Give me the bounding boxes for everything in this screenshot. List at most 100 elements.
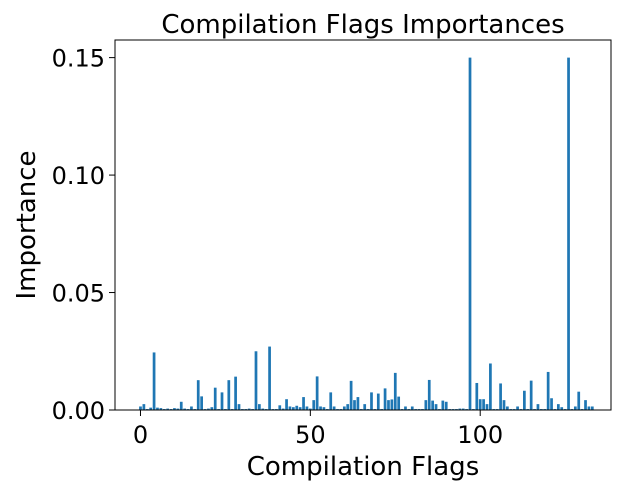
bar xyxy=(458,408,462,410)
bar xyxy=(149,407,153,410)
bar xyxy=(319,406,322,410)
bar xyxy=(577,391,581,410)
bar xyxy=(302,397,305,410)
bar xyxy=(234,376,237,410)
bar xyxy=(312,400,316,410)
bar xyxy=(292,407,295,410)
y-tick-label: 0.05 xyxy=(52,280,105,308)
bar xyxy=(349,380,353,410)
bar xyxy=(261,408,265,410)
bar xyxy=(332,406,336,410)
x-tick-label: 0 xyxy=(133,421,148,449)
bar xyxy=(444,401,448,410)
bar xyxy=(410,406,414,410)
bar xyxy=(346,404,350,410)
bar xyxy=(213,387,217,410)
bar xyxy=(573,406,577,410)
bar xyxy=(142,404,146,410)
bar xyxy=(196,380,200,410)
y-axis-label: Importance xyxy=(12,151,42,300)
bar xyxy=(227,380,231,410)
bar xyxy=(308,408,312,410)
bar xyxy=(560,407,564,410)
x-axis-ticks: 0 50 100 xyxy=(133,410,503,449)
bar xyxy=(353,400,356,410)
bar xyxy=(295,405,299,410)
bar xyxy=(489,363,492,410)
bar xyxy=(254,351,258,410)
bar xyxy=(475,382,479,410)
bar xyxy=(393,372,397,410)
bar xyxy=(139,406,142,410)
bar xyxy=(281,408,285,410)
bar xyxy=(173,408,176,410)
bar xyxy=(587,406,591,410)
y-axis-ticks: 0.00 0.05 0.10 0.15 xyxy=(52,45,115,425)
bar xyxy=(285,399,288,410)
y-tick-label: 0.00 xyxy=(52,397,105,425)
bar xyxy=(268,346,271,410)
bar xyxy=(207,408,210,410)
bar xyxy=(584,400,587,410)
bar xyxy=(220,392,224,410)
bar xyxy=(156,407,159,410)
bar xyxy=(179,401,183,410)
x-tick-label: 50 xyxy=(295,421,326,449)
bar xyxy=(556,404,560,410)
bar xyxy=(502,400,506,410)
plot-frame xyxy=(114,39,612,411)
bar xyxy=(550,398,553,410)
bar xyxy=(278,405,282,410)
bar xyxy=(200,396,203,410)
bar xyxy=(387,400,390,410)
bar xyxy=(329,392,333,410)
bar xyxy=(183,408,186,410)
bar xyxy=(499,383,502,410)
bar xyxy=(152,352,156,410)
y-tick-label: 0.15 xyxy=(52,45,105,73)
bar xyxy=(427,379,431,410)
bar xyxy=(478,399,482,410)
bar xyxy=(258,404,261,410)
bars-group xyxy=(139,57,594,411)
bar xyxy=(567,57,570,411)
bar xyxy=(288,406,292,410)
bar xyxy=(190,406,193,410)
bar xyxy=(356,397,360,410)
bar xyxy=(322,407,326,410)
bar xyxy=(363,404,367,410)
bar xyxy=(523,390,526,410)
bar xyxy=(370,392,373,410)
bar xyxy=(342,406,346,410)
bar xyxy=(590,406,594,410)
bar xyxy=(529,380,533,410)
bar xyxy=(461,408,465,410)
bar xyxy=(159,408,163,410)
x-axis-label: Compilation Flags xyxy=(247,452,480,482)
bar xyxy=(516,406,519,410)
bar xyxy=(210,407,214,410)
bar xyxy=(237,404,241,410)
bar xyxy=(383,388,387,410)
bar xyxy=(166,408,170,410)
bar xyxy=(546,371,550,410)
bar xyxy=(390,399,394,410)
bar xyxy=(404,406,407,410)
bar xyxy=(431,400,434,410)
bar xyxy=(506,406,509,410)
bar xyxy=(376,393,380,410)
bar xyxy=(482,399,485,410)
bar xyxy=(176,408,180,410)
bar xyxy=(434,404,438,410)
bar xyxy=(397,396,401,410)
x-tick-label: 100 xyxy=(457,421,503,449)
bar xyxy=(305,406,309,410)
bar xyxy=(468,57,472,411)
bar xyxy=(485,404,489,410)
chart-title: Compilation Flags Importances xyxy=(161,10,564,40)
bar xyxy=(247,408,251,410)
bar xyxy=(536,404,540,410)
bar xyxy=(441,400,445,410)
bar xyxy=(315,376,319,410)
